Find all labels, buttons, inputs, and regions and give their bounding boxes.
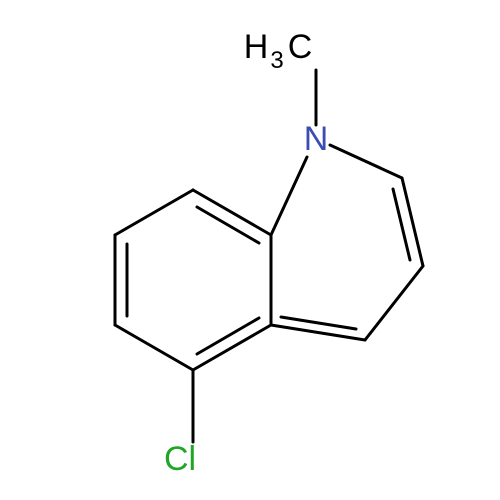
bond-c2-c3-outer <box>402 178 423 266</box>
bond-c8-c7 <box>115 190 193 235</box>
methyl-c-label: C <box>288 28 313 66</box>
methyl-h-label: H <box>244 28 269 66</box>
bond-c3-c4 <box>365 266 423 340</box>
bond-c5-c4a-outer <box>193 325 271 370</box>
chlorine-label: Cl <box>164 440 196 478</box>
bond-n-c2 <box>330 145 402 178</box>
molecule-diagram: H 3 C N Cl <box>0 0 500 500</box>
bonds-group <box>115 70 423 442</box>
atom-labels-group: H 3 C N Cl <box>164 28 328 478</box>
bond-c8a-c8-inner <box>197 207 259 243</box>
bond-c8a-n <box>271 157 307 235</box>
methyl-3-label: 3 <box>270 47 283 74</box>
bond-c6-c5 <box>115 325 193 370</box>
nitrogen-label: N <box>304 120 329 158</box>
